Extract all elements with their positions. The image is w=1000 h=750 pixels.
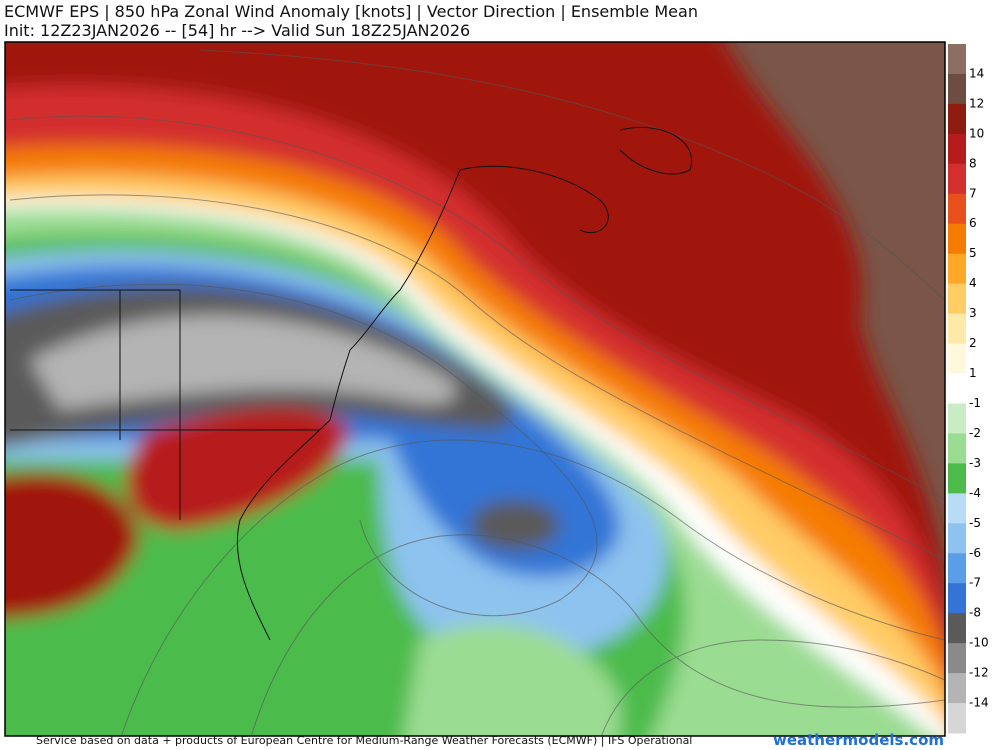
colorbar-swatch (948, 553, 966, 584)
colorbar-swatch (948, 583, 966, 614)
colorbar-label: 8 (969, 156, 977, 170)
colorbar-swatch (948, 193, 966, 225)
colorbar-label: -4 (969, 486, 981, 500)
colorbar-swatch (948, 163, 966, 195)
colorbar-label: 7 (969, 186, 977, 200)
colorbar-label: -12 (969, 666, 989, 680)
colorbar-label: -3 (969, 456, 981, 470)
colorbar-label: 1 (969, 366, 977, 380)
colorbar-swatch (948, 103, 966, 135)
colorbar-swatch (948, 523, 966, 554)
colorbar-swatch (948, 223, 966, 255)
colorbar-label: -5 (969, 516, 981, 530)
colorbar-swatch (948, 343, 966, 375)
colorbar-swatch (948, 403, 966, 434)
colorbar-label: 2 (969, 336, 977, 350)
streamlines (9, 49, 945, 736)
colorbar-swatch (948, 493, 966, 524)
colorbar-swatch (948, 73, 966, 105)
colorbar-label: 4 (969, 276, 977, 290)
colorbar-swatch (948, 613, 966, 644)
colorbar-swatch (948, 283, 966, 315)
colorbar-label: -14 (969, 696, 989, 710)
colorbar-swatch (948, 463, 966, 494)
colorbar-swatch (948, 44, 966, 75)
colorbar-label: 5 (969, 246, 977, 260)
colorbar-label: 12 (969, 96, 984, 110)
colorbar-label: -7 (969, 576, 981, 590)
colorbar-label: -1 (969, 396, 981, 410)
colorbar-label: -10 (969, 636, 989, 650)
colorbar-swatch (948, 253, 966, 285)
colorbar: 14 12 10 8 7 6 5 4 3 2 1 -1 -2 -3 -4 -5 -6 -7 -8 -10 -12 -14 (948, 44, 989, 734)
colorbar-label: 6 (969, 216, 977, 230)
map-frame (4, 41, 946, 737)
colorbar-swatch (948, 703, 966, 734)
logo: weathermodels.com (772, 731, 944, 749)
title: ECMWF EPS | 850 hPa Zonal Wind Anomaly [… (4, 2, 698, 21)
colorbar-label: -6 (969, 546, 981, 560)
coastlines (10, 126, 693, 641)
colorbar-swatch (948, 313, 966, 345)
colorbar-label: 3 (969, 306, 977, 320)
colorbar-label: 14 (969, 66, 984, 80)
colorbar-swatch (948, 673, 966, 704)
subtitle: Init: 12Z23JAN2026 -- [54] hr --> Valid … (4, 21, 471, 40)
colorbar-label: 10 (969, 126, 984, 140)
colorbar-swatch (948, 373, 966, 404)
colorbar-swatch (948, 133, 966, 165)
colorbar-swatch (948, 433, 966, 464)
colorbar-swatch (948, 643, 966, 674)
colorbar-label: -2 (969, 426, 981, 440)
credit: Service based on data + products of Euro… (36, 734, 693, 747)
colorbar-label: -8 (969, 606, 981, 620)
